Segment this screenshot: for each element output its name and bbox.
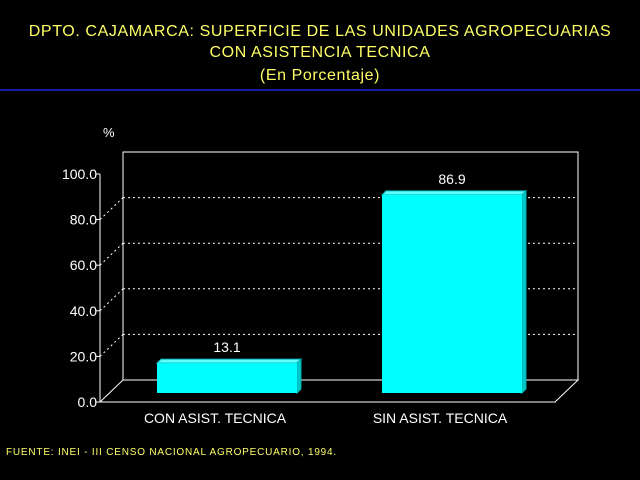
bar: [382, 194, 522, 393]
x-category-label: CON ASIST. TECNICA: [144, 410, 287, 426]
bar-value-label: 13.1: [213, 339, 240, 355]
bar-top: [155, 358, 303, 364]
chart-title-line-1: DPTO. CAJAMARCA: SUPERFICIE DE LAS UNIDA…: [28, 23, 612, 40]
gridline-depth: [99, 197, 124, 220]
bar-top: [380, 190, 528, 196]
gridline-depth: [99, 288, 124, 312]
bar-side: [521, 189, 527, 395]
bar-side: [296, 357, 302, 395]
y-tick-label: 80.0: [70, 212, 97, 228]
chart-subtitle: (En Porcentaje): [259, 67, 381, 84]
y-tick-label: 20.0: [70, 348, 97, 364]
chart-title-line-2: CON ASISTENCIA TECNICA: [209, 44, 431, 61]
gridline-depth: [99, 334, 124, 357]
y-axis-label: %: [103, 125, 115, 140]
y-tick-label: 60.0: [70, 257, 97, 273]
bar-value-label: 86.9: [438, 171, 465, 187]
y-tick-label: 40.0: [70, 303, 97, 319]
back-wall: [122, 151, 579, 380]
bar: [157, 363, 297, 393]
x-category-label: SIN ASIST. TECNICA: [373, 410, 508, 426]
y-tick-label: 0.0: [78, 394, 98, 410]
y-tick-label: 100.0: [62, 166, 97, 182]
chart-floor: [98, 379, 580, 403]
title-divider: [0, 89, 640, 91]
source-note: FUENTE: INEI - III CENSO NACIONAL AGROPE…: [6, 447, 337, 458]
gridline-depth: [99, 242, 124, 266]
